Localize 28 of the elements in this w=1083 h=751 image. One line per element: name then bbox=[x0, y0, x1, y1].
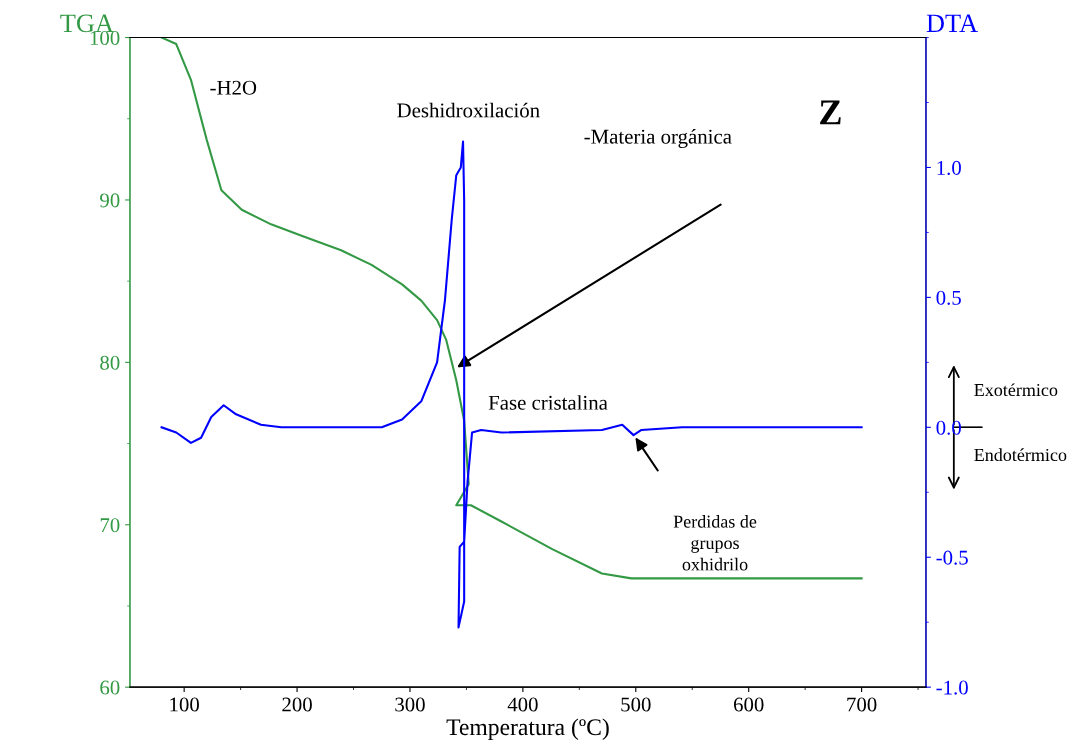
y-axis-title: TGA bbox=[60, 14, 114, 33]
text: Endotérmico bbox=[974, 448, 1067, 462]
y2-tick-label: -1.0 bbox=[936, 680, 968, 695]
annotation: Perdidas de grupos oxhidrilo bbox=[673, 515, 757, 571]
annotation: Fase cristalina bbox=[488, 395, 608, 410]
y2-tick-label: 1.0 bbox=[937, 160, 961, 175]
y2-axis-title: DTA bbox=[926, 14, 978, 32]
line-series bbox=[160, 37, 863, 580]
x-tick-label: 400 bbox=[507, 697, 538, 712]
y-tick-label: 60 bbox=[100, 680, 120, 695]
text: Exotérmico bbox=[974, 383, 1058, 397]
x-tick-label: 600 bbox=[733, 697, 764, 712]
y-tick-label: 90 bbox=[100, 193, 120, 208]
x-tick-label: 200 bbox=[282, 697, 312, 712]
y-tick-label: 80 bbox=[100, 355, 120, 370]
y2-tick-label: 0.5 bbox=[936, 290, 961, 305]
x-axis-title: Temperatura (ºC) bbox=[446, 718, 609, 740]
annotation: -H2O bbox=[210, 80, 257, 95]
x-tick-label: 700 bbox=[847, 697, 877, 712]
y2-tick-label: 0.0 bbox=[936, 420, 961, 435]
annotation: -Materia orgánica bbox=[584, 129, 732, 148]
annotation: Z bbox=[820, 100, 841, 125]
y-tick-label: 70 bbox=[100, 518, 120, 533]
x-tick-label: 300 bbox=[395, 697, 425, 712]
y2-tick-label: -0.5 bbox=[936, 550, 968, 565]
x-tick-label: 500 bbox=[621, 697, 651, 712]
annotation: Deshidroxilación bbox=[397, 102, 540, 118]
x-tick-label: 100 bbox=[170, 697, 199, 712]
